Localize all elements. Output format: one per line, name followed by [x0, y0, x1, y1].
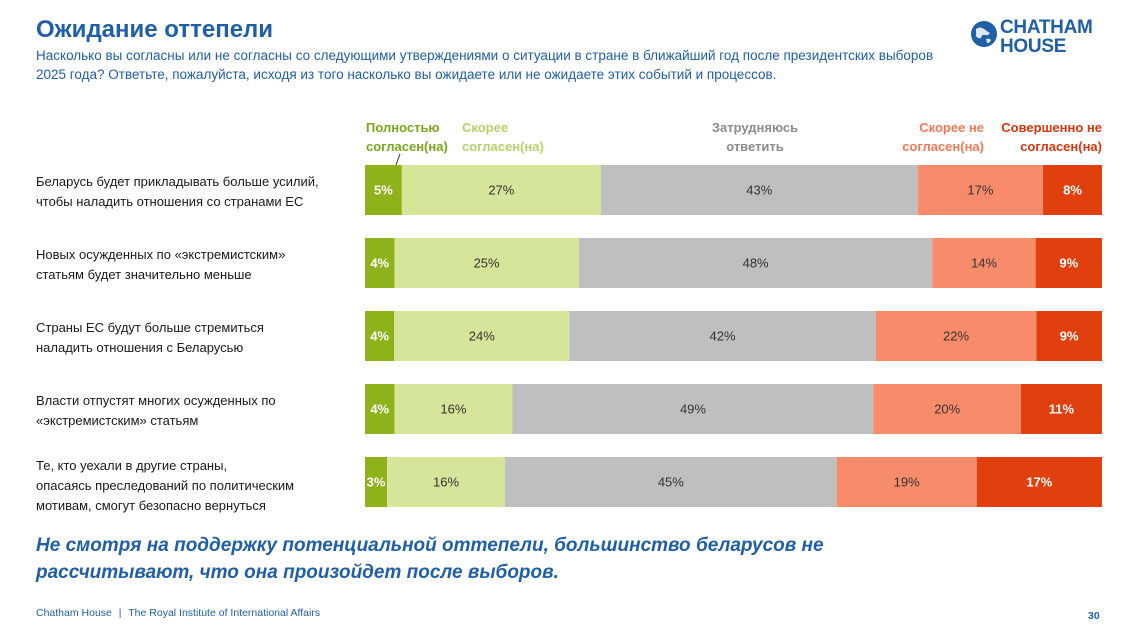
- bar-segment: [836, 457, 977, 507]
- bar-segment: [1035, 238, 1102, 288]
- bar-value-label: 4%: [370, 256, 389, 271]
- bar-segment: [365, 311, 395, 361]
- bar-segment: [932, 238, 1036, 288]
- row-label-line: Страны ЕС будут больше стремиться: [36, 320, 264, 335]
- bar-value-label: 25%: [474, 256, 500, 271]
- bar-value-label: 5%: [374, 183, 393, 198]
- bar-segment: [512, 384, 874, 434]
- legend-label: Совершенно не: [1001, 120, 1102, 135]
- bar-segment: [401, 165, 601, 215]
- bar-value-label: 43%: [746, 183, 772, 198]
- bar-value-label: 17%: [1026, 475, 1052, 490]
- legend-label: ответить: [726, 139, 784, 154]
- bar-value-label: 24%: [469, 329, 495, 344]
- bar-segment: [387, 457, 506, 507]
- footer: Chatham House | The Royal Institute of I…: [36, 607, 320, 619]
- page-number: 30: [1088, 610, 1100, 622]
- bar-segment: [976, 457, 1102, 507]
- bar-value-label: 8%: [1063, 183, 1082, 198]
- globe-icon: [971, 21, 997, 47]
- logo-line-1: CHATHAM: [1000, 17, 1093, 38]
- logo-line-2: HOUSE: [1000, 36, 1067, 57]
- row-label-line: наладить отношения с Беларусью: [36, 340, 244, 355]
- bar-value-label: 9%: [1059, 256, 1078, 271]
- row-label-line: Власти отпустят многих осужденных по: [36, 393, 276, 408]
- row-label: Беларусь будет прикладывать больше усили…: [36, 172, 356, 212]
- bar-value-label: 3%: [367, 475, 386, 490]
- legend-strongly-agree: Полностью согласен(на): [366, 118, 448, 156]
- footer-institute: The Royal Institute of International Aff…: [128, 607, 321, 619]
- legend-label: Полностью: [366, 120, 440, 135]
- bar-segment: [365, 238, 395, 288]
- bar-value-label: 4%: [370, 402, 389, 417]
- row-label: Те, кто уехали в другие страны, опасаясь…: [36, 456, 356, 516]
- footer-org: Chatham House: [36, 607, 112, 619]
- row-label-line: Новых осужденных по «экстремистским»: [36, 247, 286, 262]
- bar-segment: [394, 311, 570, 361]
- row-label: Власти отпустят многих осужденных по «эк…: [36, 391, 356, 431]
- conclusion-line: Не смотря на поддержку потенциальной отт…: [36, 535, 824, 556]
- bar-segment: [365, 165, 402, 215]
- bar-segment: [394, 384, 513, 434]
- bar-segment: [365, 384, 395, 434]
- bar-value-label: 27%: [488, 183, 514, 198]
- bar-segment: [600, 165, 918, 215]
- row-label-line: опасаясь преследований по политическим: [36, 478, 295, 493]
- bar-segment: [1036, 311, 1102, 361]
- bar-segment: [365, 457, 388, 507]
- legend-label: Скорее: [462, 120, 509, 135]
- bar-value-label: 22%: [943, 329, 969, 344]
- legend-hard-to-say: Затрудняюсь ответить: [690, 118, 820, 156]
- legend-label: согласен(на): [366, 139, 448, 154]
- legend-somewhat-agree: Скорее согласен(на): [462, 118, 544, 156]
- legend-label: согласен(на): [902, 139, 984, 154]
- chatham-house-logo: CHATHAM HOUSE: [970, 18, 1110, 58]
- bar-segment: [875, 311, 1037, 361]
- conclusion-text: Не смотря на поддержку потенциальной отт…: [36, 532, 1016, 586]
- bar-value-label: 48%: [743, 256, 769, 271]
- bar-segment: [873, 384, 1021, 434]
- bar-segment: [578, 238, 933, 288]
- bar-value-label: 11%: [1049, 402, 1075, 417]
- row-label-line: «экстремистским» статьям: [36, 413, 199, 428]
- bar-segment: [569, 311, 876, 361]
- bar-value-label: 14%: [971, 256, 997, 271]
- bar-value-label: 4%: [370, 329, 389, 344]
- bar-segment: [1043, 165, 1102, 215]
- legend-label: согласен(на): [1020, 139, 1102, 154]
- page-subtitle: Насколько вы согласны или не согласны со…: [36, 48, 934, 82]
- row-label-line: чтобы наладить отношения со странами ЕС: [36, 194, 304, 209]
- legend-label: согласен(на): [462, 139, 544, 154]
- bar-value-label: 19%: [894, 475, 920, 490]
- bar-value-label: 45%: [658, 475, 684, 490]
- bar-segment: [1020, 384, 1102, 434]
- legend-somewhat-disagree: Скорее не согласен(на): [884, 118, 984, 156]
- bar-segment: [505, 457, 837, 507]
- bar-value-label: 20%: [934, 402, 960, 417]
- row-label-line: Те, кто уехали в другие страны,: [36, 458, 228, 473]
- bar-segment: [917, 165, 1044, 215]
- conclusion-line: рассчитывают, что она произойдет после в…: [36, 562, 559, 583]
- row-label: Новых осужденных по «экстремистским» ста…: [36, 245, 356, 285]
- bar-value-label: 17%: [967, 183, 993, 198]
- row-label: Страны ЕС будут больше стремиться налади…: [36, 318, 356, 358]
- page-title: Ожидание оттепели: [36, 16, 274, 43]
- logo-wordmark: CHATHAM HOUSE: [1000, 18, 1093, 56]
- footer-separator: |: [118, 607, 122, 619]
- bar-value-label: 42%: [710, 329, 736, 344]
- bar-value-label: 16%: [433, 475, 459, 490]
- row-label-line: Беларусь будет прикладывать больше усили…: [36, 174, 319, 189]
- legend-label: Затрудняюсь: [711, 120, 799, 135]
- bar-segment: [394, 238, 579, 288]
- bar-value-label: 49%: [680, 402, 706, 417]
- row-label-line: мотивам, смогут безопасно вернуться: [36, 498, 266, 513]
- bar-value-label: 9%: [1060, 329, 1079, 344]
- legend-strongly-disagree: Совершенно не согласен(на): [984, 118, 1102, 156]
- bar-value-label: 16%: [440, 402, 466, 417]
- row-label-line: статьям будет значительно меньше: [36, 267, 252, 282]
- legend-label: Скорее не: [919, 120, 984, 135]
